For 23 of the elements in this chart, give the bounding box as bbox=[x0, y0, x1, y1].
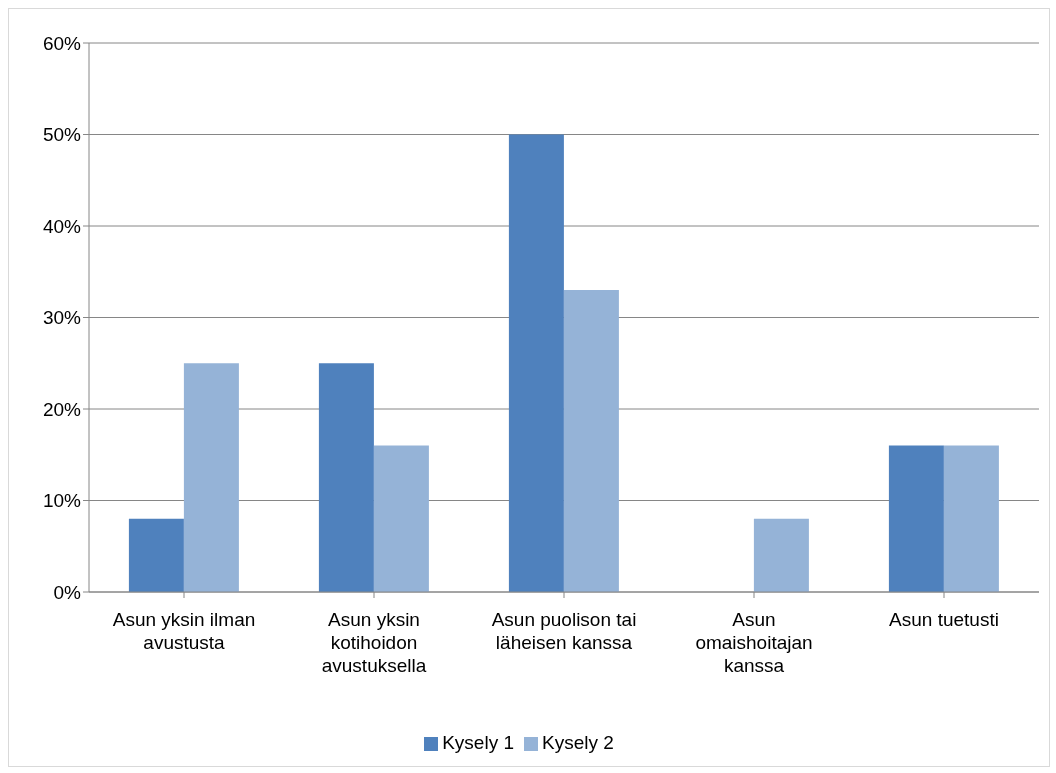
legend-label: Kysely 1 bbox=[442, 732, 514, 753]
y-tick-label: 20% bbox=[42, 398, 82, 420]
y-tick-label: 0% bbox=[53, 581, 82, 603]
y-tick-label: 10% bbox=[42, 490, 82, 512]
bar bbox=[888, 445, 944, 592]
y-tick-label: 40% bbox=[42, 215, 82, 237]
x-tick-label: Asun yksin ilman avustusta bbox=[112, 609, 256, 653]
bar bbox=[373, 445, 429, 592]
x-tick-label: Asun yksin kotihoidon avustuksella bbox=[321, 609, 427, 676]
bar bbox=[128, 518, 184, 592]
y-tick-label: 50% bbox=[42, 124, 82, 146]
x-tick-label: Asun puolison tai läheisen kanssa bbox=[491, 609, 637, 653]
y-tick-label: 30% bbox=[42, 307, 82, 329]
legend-label: Kysely 2 bbox=[542, 732, 614, 753]
bar bbox=[318, 363, 374, 592]
x-tick-label: Asun omaishoitajan kanssa bbox=[695, 609, 813, 676]
bar bbox=[943, 445, 999, 592]
y-tick-label: 60% bbox=[42, 32, 82, 54]
bar bbox=[183, 363, 239, 592]
bar bbox=[563, 290, 619, 592]
x-tick-label: Asun tuetusti bbox=[889, 609, 999, 630]
bar bbox=[508, 134, 564, 592]
bar bbox=[753, 518, 809, 592]
